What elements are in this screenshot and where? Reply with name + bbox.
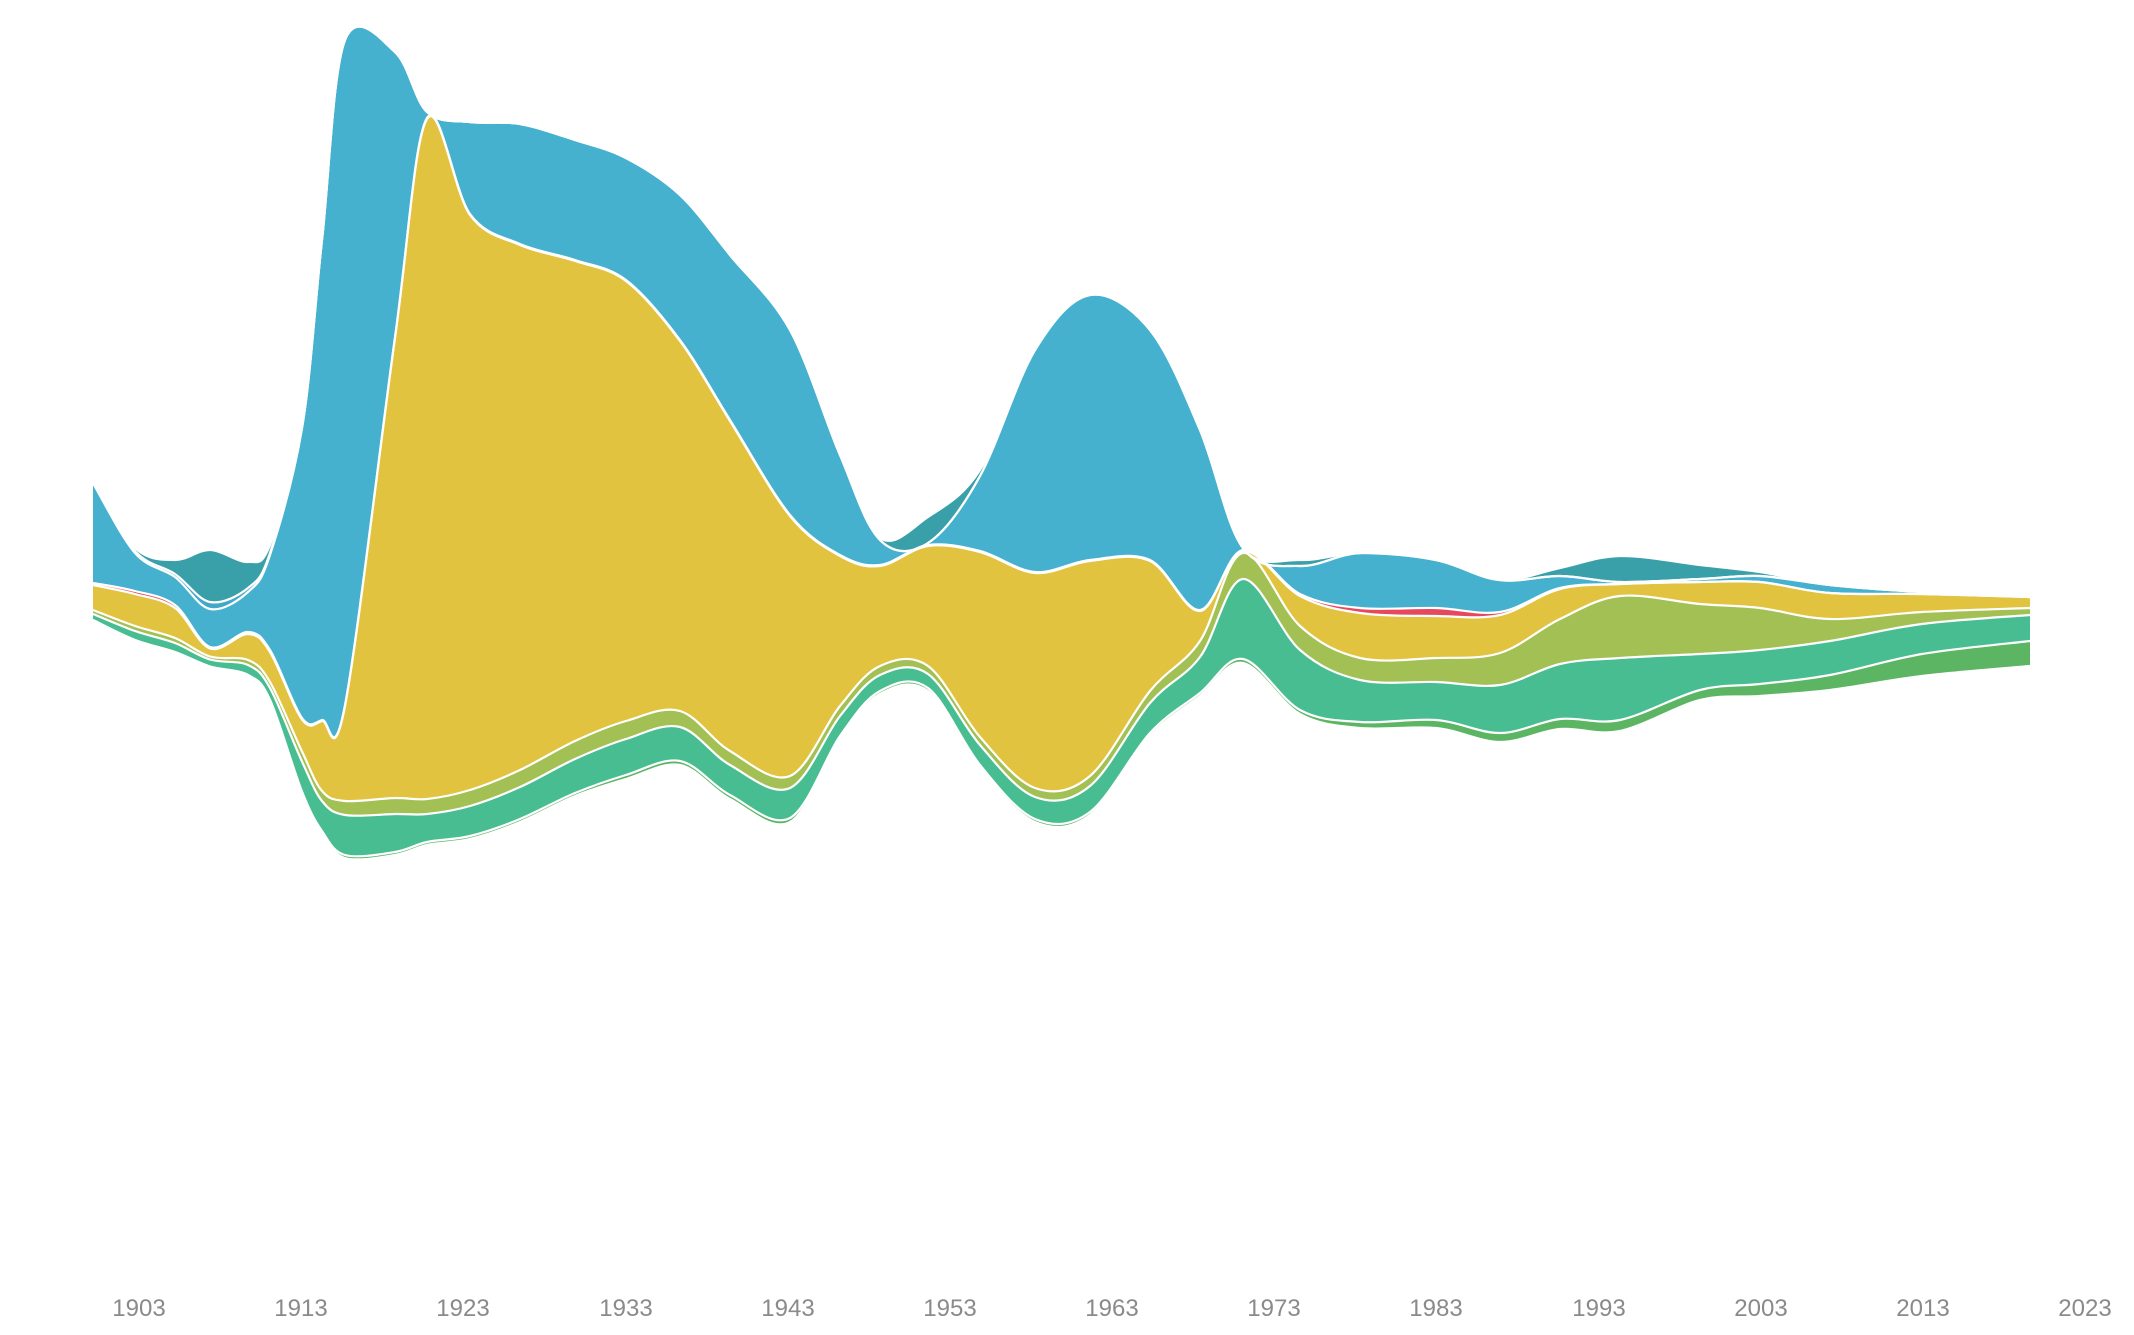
x-axis-label-2023: 2023 xyxy=(2058,1295,2111,1322)
x-axis-label-2003: 2003 xyxy=(1734,1295,1787,1322)
layer-separator-8 xyxy=(92,619,2031,861)
x-axis-label-1933: 1933 xyxy=(599,1295,652,1322)
stream-bands xyxy=(93,26,2030,860)
series-emerald-area xyxy=(93,578,2030,857)
layer-separator-4 xyxy=(92,115,2031,740)
layer-separator-2 xyxy=(92,25,2031,611)
series-blue-area xyxy=(93,26,2030,738)
x-axis-label-1983: 1983 xyxy=(1409,1295,1462,1322)
x-axis-label-1963: 1963 xyxy=(1085,1295,1138,1322)
x-axis-label-2013: 2013 xyxy=(1896,1295,1949,1322)
x-axis: 1903 1913 1923 1933 1943 1953 1963 1973 1983 1993… xyxy=(112,1295,2111,1322)
x-axis-label-1943: 1943 xyxy=(761,1295,814,1322)
series-olive-area xyxy=(93,552,2030,816)
x-axis-label-1913: 1913 xyxy=(274,1295,327,1322)
x-axis-label-1953: 1953 xyxy=(923,1295,976,1322)
layer-separator-5 xyxy=(92,551,2031,803)
x-axis-label-1903: 1903 xyxy=(112,1295,165,1322)
layer-separator-6 xyxy=(92,577,2031,817)
x-axis-label-1973: 1973 xyxy=(1247,1295,1300,1322)
layer-separators xyxy=(92,25,2031,861)
x-axis-label-1923: 1923 xyxy=(436,1295,489,1322)
series-yellow-area xyxy=(93,116,2030,802)
x-axis-label-1993: 1993 xyxy=(1572,1295,1625,1322)
